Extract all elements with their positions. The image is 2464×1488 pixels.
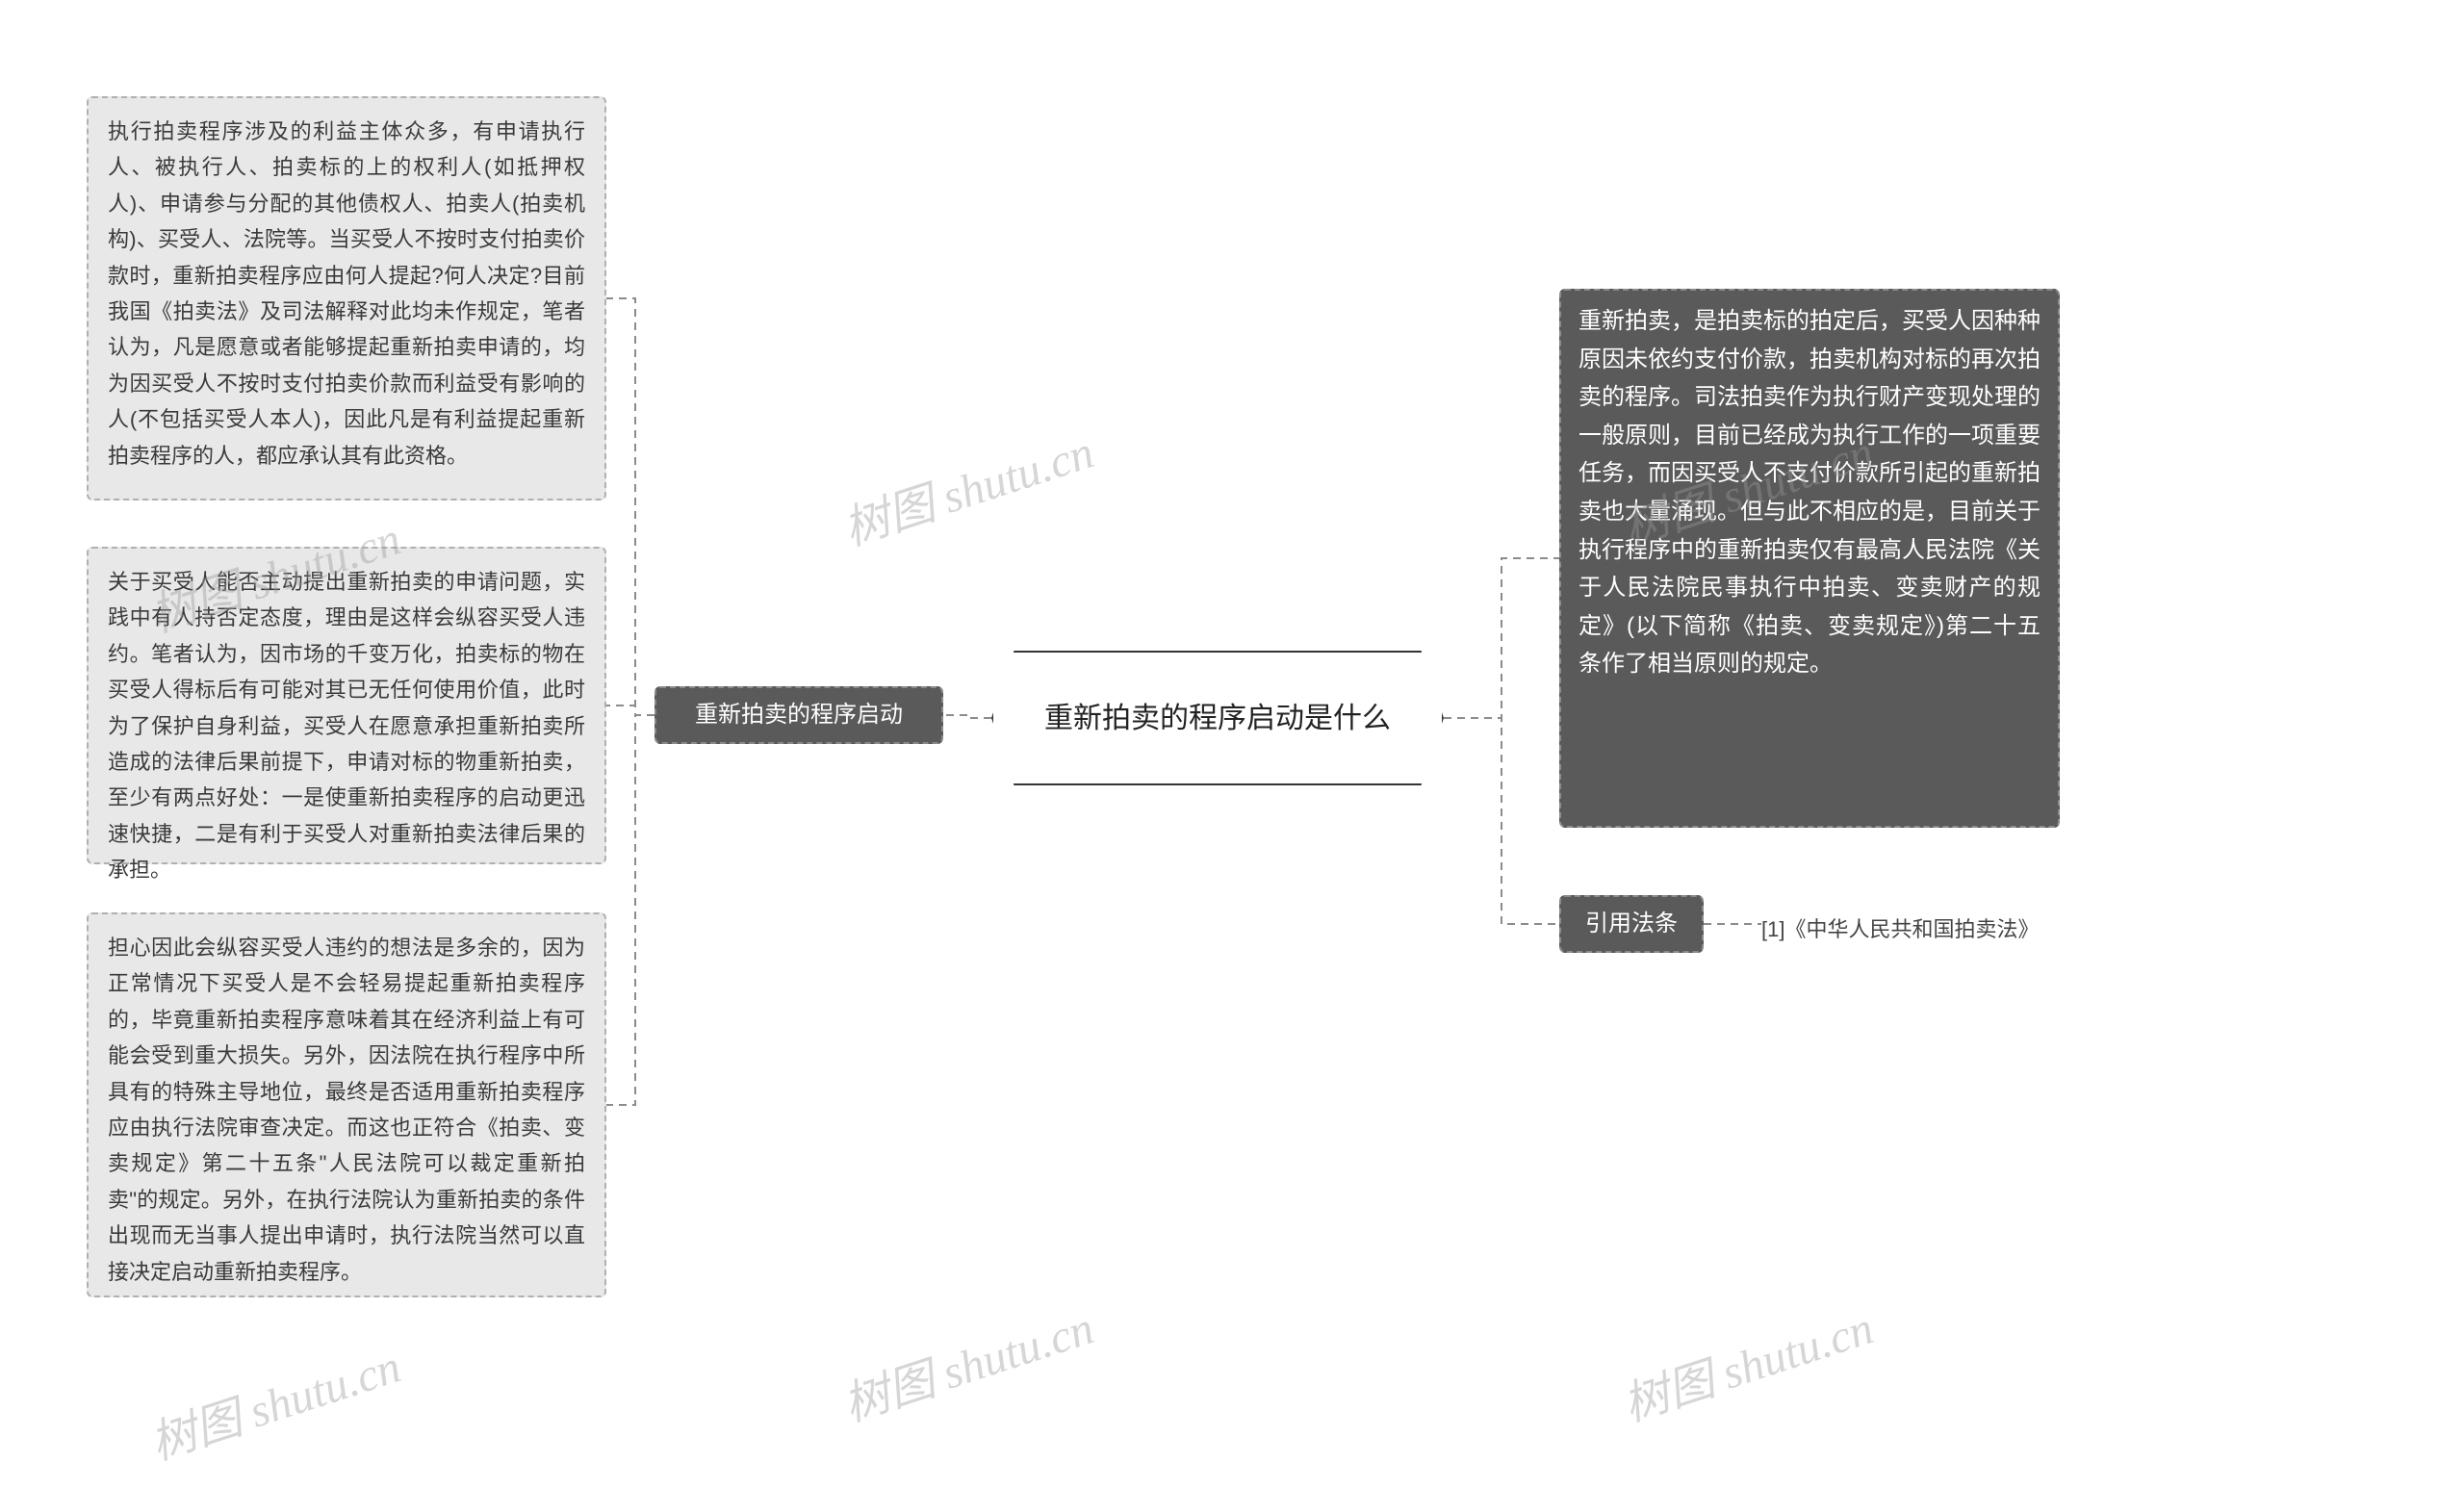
watermark: 树图 shutu.cn	[834, 1290, 1101, 1434]
left-child-1-text: 执行拍卖程序涉及的利益主体众多，有申请执行人、被执行人、拍卖标的上的权利人(如抵…	[108, 119, 585, 468]
right-child-1: 重新拍卖，是拍卖标的拍定后，买受人因种种原因未依约支付价款，拍卖机构对标的再次拍…	[1559, 289, 2060, 828]
right-child-2-text: 引用法条	[1585, 905, 1678, 943]
watermark: 树图 shutu.cn	[834, 414, 1101, 558]
left-child-1: 执行拍卖程序涉及的利益主体众多，有申请执行人、被执行人、拍卖标的上的权利人(如抵…	[87, 96, 606, 500]
center-node: 重新拍卖的程序启动是什么	[991, 651, 1444, 785]
right-child-2-leaf: [1]《中华人民共和国拍卖法》	[1761, 912, 2039, 943]
watermark: 树图 shutu.cn	[1613, 1290, 1881, 1434]
right-child-1-text: 重新拍卖，是拍卖标的拍定后，买受人因种种原因未依约支付价款，拍卖机构对标的再次拍…	[1578, 302, 2040, 683]
center-node-text: 重新拍卖的程序启动是什么	[1044, 697, 1391, 740]
left-child-2: 关于买受人能否主动提出重新拍卖的申请问题，实践中有人持否定态度，理由是这样会纵容…	[87, 547, 606, 864]
left-child-2-text: 关于买受人能否主动提出重新拍卖的申请问题，实践中有人持否定态度，理由是这样会纵容…	[108, 570, 585, 882]
left-branch-label: 重新拍卖的程序启动	[654, 686, 943, 744]
left-child-3-text: 担心因此会纵容买受人违约的想法是多余的，因为正常情况下买受人是不会轻易提起重新拍…	[108, 936, 585, 1284]
left-branch-label-text: 重新拍卖的程序启动	[695, 696, 903, 734]
left-child-3: 担心因此会纵容买受人违约的想法是多余的，因为正常情况下买受人是不会轻易提起重新拍…	[87, 912, 606, 1297]
watermark: 树图 shutu.cn	[141, 1328, 408, 1473]
right-child-2: 引用法条	[1559, 895, 1704, 953]
right-child-2-leaf-text: [1]《中华人民共和国拍卖法》	[1761, 917, 2039, 941]
